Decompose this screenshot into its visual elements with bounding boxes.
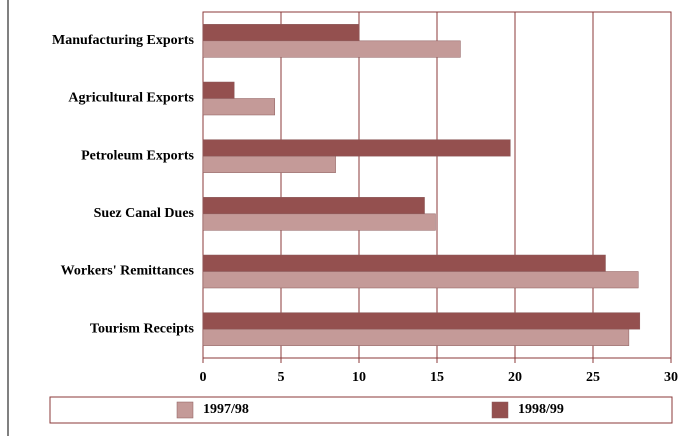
bar	[202, 81, 235, 99]
x-tick-label: 15	[430, 370, 444, 385]
y-tick-label: Manufacturing Exports	[52, 33, 195, 48]
legend-label: 1998/99	[518, 402, 564, 417]
bar	[202, 40, 461, 58]
bar	[202, 139, 511, 157]
x-tick-label: 25	[586, 370, 600, 385]
bar	[202, 271, 639, 289]
legend-box	[49, 396, 673, 424]
bar	[202, 213, 436, 231]
bar	[202, 24, 360, 42]
x-tick-label: 10	[352, 370, 366, 385]
bar	[202, 312, 641, 330]
x-tick-label: 0	[200, 370, 207, 385]
y-tick-label: Agricultural Exports	[68, 91, 194, 106]
bar	[202, 98, 276, 116]
y-tick-label: Suez Canal Dues	[94, 206, 195, 221]
legend-swatch	[491, 401, 509, 419]
legend-swatch	[176, 401, 194, 419]
y-tick-label: Workers' Remittances	[61, 264, 195, 279]
bar	[202, 155, 336, 173]
y-tick-label: Tourism Receipts	[90, 321, 195, 336]
bar	[202, 197, 425, 215]
bar	[202, 328, 630, 346]
x-tick-label: 20	[508, 370, 522, 385]
x-tick-label: 30	[664, 370, 678, 385]
legend-label: 1997/98	[203, 402, 249, 417]
bar	[202, 254, 606, 272]
x-tick-label: 5	[278, 370, 285, 385]
y-tick-label: Petroleum Exports	[81, 148, 194, 163]
